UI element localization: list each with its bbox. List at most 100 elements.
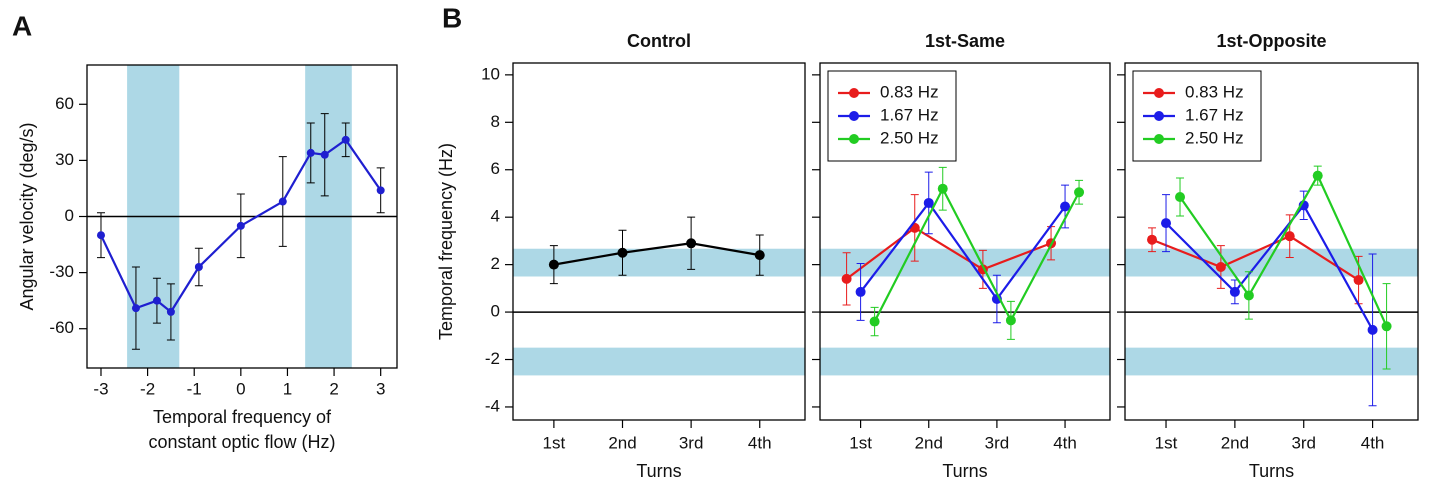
x-axis-label: Turns	[636, 461, 681, 481]
x-axis-label: Turns	[942, 461, 987, 481]
x-tick-label: 4th	[1053, 433, 1077, 452]
x-tick-label: 1st	[849, 433, 872, 452]
y-tick-label: 4	[491, 207, 500, 226]
y-tick-label: 6	[491, 159, 500, 178]
x-tick-label: 2nd	[1221, 433, 1249, 452]
data-point	[1060, 201, 1071, 212]
y-tick-label: 0	[65, 206, 74, 225]
data-point	[166, 307, 175, 316]
data-point	[686, 238, 697, 249]
data-point	[855, 286, 866, 297]
x-tick-label: 3rd	[1291, 433, 1316, 452]
chart-title: 1st-Opposite	[1216, 31, 1326, 51]
y-tick-label: -30	[49, 262, 74, 281]
data-point	[923, 197, 934, 208]
data-point	[278, 197, 287, 206]
x-tick-label: 0	[236, 379, 245, 398]
chart-title: 1st-Same	[925, 31, 1005, 51]
x-tick-label: 4th	[1361, 433, 1385, 452]
data-point	[869, 316, 880, 327]
panel-label: A	[12, 10, 32, 41]
y-tick-label: 0	[491, 302, 500, 321]
y-axis-label: Temporal frequency (Hz)	[436, 143, 456, 340]
legend-label: 0.83 Hz	[880, 82, 939, 101]
data-point	[937, 183, 948, 194]
x-tick-label: -2	[140, 379, 155, 398]
plot-frame	[819, 62, 1111, 421]
shaded-band	[513, 347, 805, 376]
data-point	[841, 273, 852, 284]
y-tick-label: 30	[55, 150, 74, 169]
x-tick-label: 1st	[543, 433, 566, 452]
x-tick-label: -3	[93, 379, 108, 398]
y-axis-label: Angular velocity (deg/s)	[17, 122, 37, 310]
legend-marker	[1154, 88, 1164, 98]
y-tick-label: 60	[55, 94, 74, 113]
series-line	[1179, 173, 1388, 327]
legend-label: 2.50 Hz	[880, 128, 939, 147]
data-point	[376, 186, 385, 195]
series-line	[1151, 234, 1360, 281]
data-point	[96, 231, 105, 240]
data-point	[1312, 170, 1323, 181]
data-point	[236, 221, 245, 230]
series-line	[1165, 203, 1374, 331]
data-point	[1074, 187, 1085, 198]
x-tick-label: -1	[187, 379, 202, 398]
x-axis-label: Temporal frequency of	[153, 407, 332, 427]
legend-marker	[849, 134, 859, 144]
legend-marker	[1154, 134, 1164, 144]
data-point	[1353, 275, 1364, 286]
x-tick-label: 2nd	[915, 433, 943, 452]
data-point	[320, 150, 329, 159]
x-tick-label: 1	[283, 379, 292, 398]
x-axis-label: Turns	[1249, 461, 1294, 481]
legend-label: 0.83 Hz	[1185, 82, 1244, 101]
panel-label: B	[442, 2, 462, 33]
legend-marker	[849, 88, 859, 98]
data-point	[341, 135, 350, 144]
shaded-band	[1125, 347, 1418, 376]
data-point	[131, 304, 140, 313]
data-point	[1215, 262, 1226, 272]
legend-label: 1.67 Hz	[880, 105, 939, 124]
data-point	[152, 296, 161, 305]
plot-frame	[1124, 62, 1419, 421]
x-tick-label: 2nd	[608, 433, 636, 452]
data-point	[1175, 192, 1186, 203]
data-point	[617, 247, 628, 258]
legend-marker	[849, 111, 859, 121]
data-point	[1381, 321, 1392, 332]
series-line	[859, 201, 1066, 301]
data-point	[306, 148, 315, 157]
data-point	[1161, 218, 1172, 229]
legend-label: 1.67 Hz	[1185, 105, 1244, 124]
data-point	[548, 259, 559, 270]
chart-title: Control	[627, 31, 691, 51]
data-point	[1005, 315, 1016, 326]
x-tick-label: 3rd	[679, 433, 704, 452]
y-tick-label: -4	[485, 396, 500, 415]
y-tick-label: 10	[481, 64, 500, 83]
x-tick-label: 3rd	[985, 433, 1010, 452]
shaded-band	[1125, 248, 1418, 277]
data-point	[1367, 324, 1378, 335]
data-point	[1229, 286, 1240, 297]
shaded-band	[820, 347, 1110, 376]
series-line	[845, 226, 1052, 280]
x-axis-label: constant optic flow (Hz)	[148, 432, 335, 452]
x-tick-label: 3	[376, 379, 385, 398]
data-point	[1243, 290, 1254, 301]
series-line	[553, 242, 760, 266]
y-tick-label: 2	[491, 254, 500, 273]
data-point	[1284, 231, 1295, 242]
legend-label: 2.50 Hz	[1185, 128, 1244, 147]
series-line	[873, 186, 1081, 323]
y-tick-label: -60	[49, 318, 74, 337]
x-tick-label: 4th	[748, 433, 772, 452]
data-point	[194, 263, 203, 271]
data-point	[754, 250, 765, 261]
legend-marker	[1154, 111, 1164, 121]
x-tick-label: 1st	[1155, 433, 1178, 452]
